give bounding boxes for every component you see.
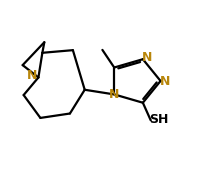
Text: SH: SH <box>149 114 169 127</box>
Text: N: N <box>142 51 152 64</box>
Text: N: N <box>160 75 171 88</box>
Text: N: N <box>109 88 119 101</box>
Text: N: N <box>27 69 37 82</box>
